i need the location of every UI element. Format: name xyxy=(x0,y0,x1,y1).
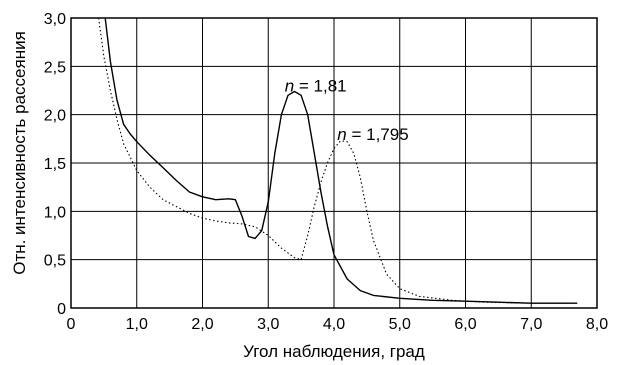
series-label-var: n xyxy=(285,77,294,96)
series-line-n181 xyxy=(104,17,578,304)
grid xyxy=(71,18,597,308)
x-tick-label: 6,0 xyxy=(454,316,476,333)
x-tick-label: 5,0 xyxy=(389,316,411,333)
series-label-n1795: n = 1,795 xyxy=(337,125,408,144)
x-axis-label: Угол наблюдения, град xyxy=(243,342,425,361)
x-tick-label: 2,0 xyxy=(191,316,213,333)
y-tick-label: 2,0 xyxy=(44,108,66,125)
y-tick-label: 0,5 xyxy=(44,253,66,270)
series-label-value: 1,81 xyxy=(314,77,347,96)
series-label-eq: = xyxy=(347,125,366,144)
y-tick-label: 1,5 xyxy=(44,156,66,173)
y-tick-label: 2,5 xyxy=(44,59,66,76)
series-label-eq: = xyxy=(294,77,313,96)
x-tick-label: 8,0 xyxy=(586,316,608,333)
x-tick-label: 3,0 xyxy=(257,316,279,333)
series-label-n181: n = 1,81 xyxy=(285,77,347,96)
x-tick-labels: 0 1,0 2,0 3,0 4,0 5,0 6,0 7,0 8,0 xyxy=(67,316,609,333)
x-tick-label: 4,0 xyxy=(323,316,345,333)
series-label-value: 1,795 xyxy=(366,125,409,144)
y-tick-labels: 0 0,5 1,0 1,5 2,0 2,5 3,0 xyxy=(44,11,66,318)
series-line-n1795 xyxy=(98,17,571,304)
x-tick-label: 0 xyxy=(67,316,76,333)
y-axis-label: Отн. интенсивность рассеяния xyxy=(10,31,29,275)
series-layer xyxy=(98,17,578,304)
x-tick-label: 1,0 xyxy=(126,316,148,333)
y-tick-label: 1,0 xyxy=(44,204,66,221)
plot-frame xyxy=(70,17,598,309)
y-tick-label: 3,0 xyxy=(44,11,66,28)
x-tick-label: 7,0 xyxy=(520,316,542,333)
series-label-var: n xyxy=(337,125,346,144)
y-tick-label: 0 xyxy=(57,301,66,318)
